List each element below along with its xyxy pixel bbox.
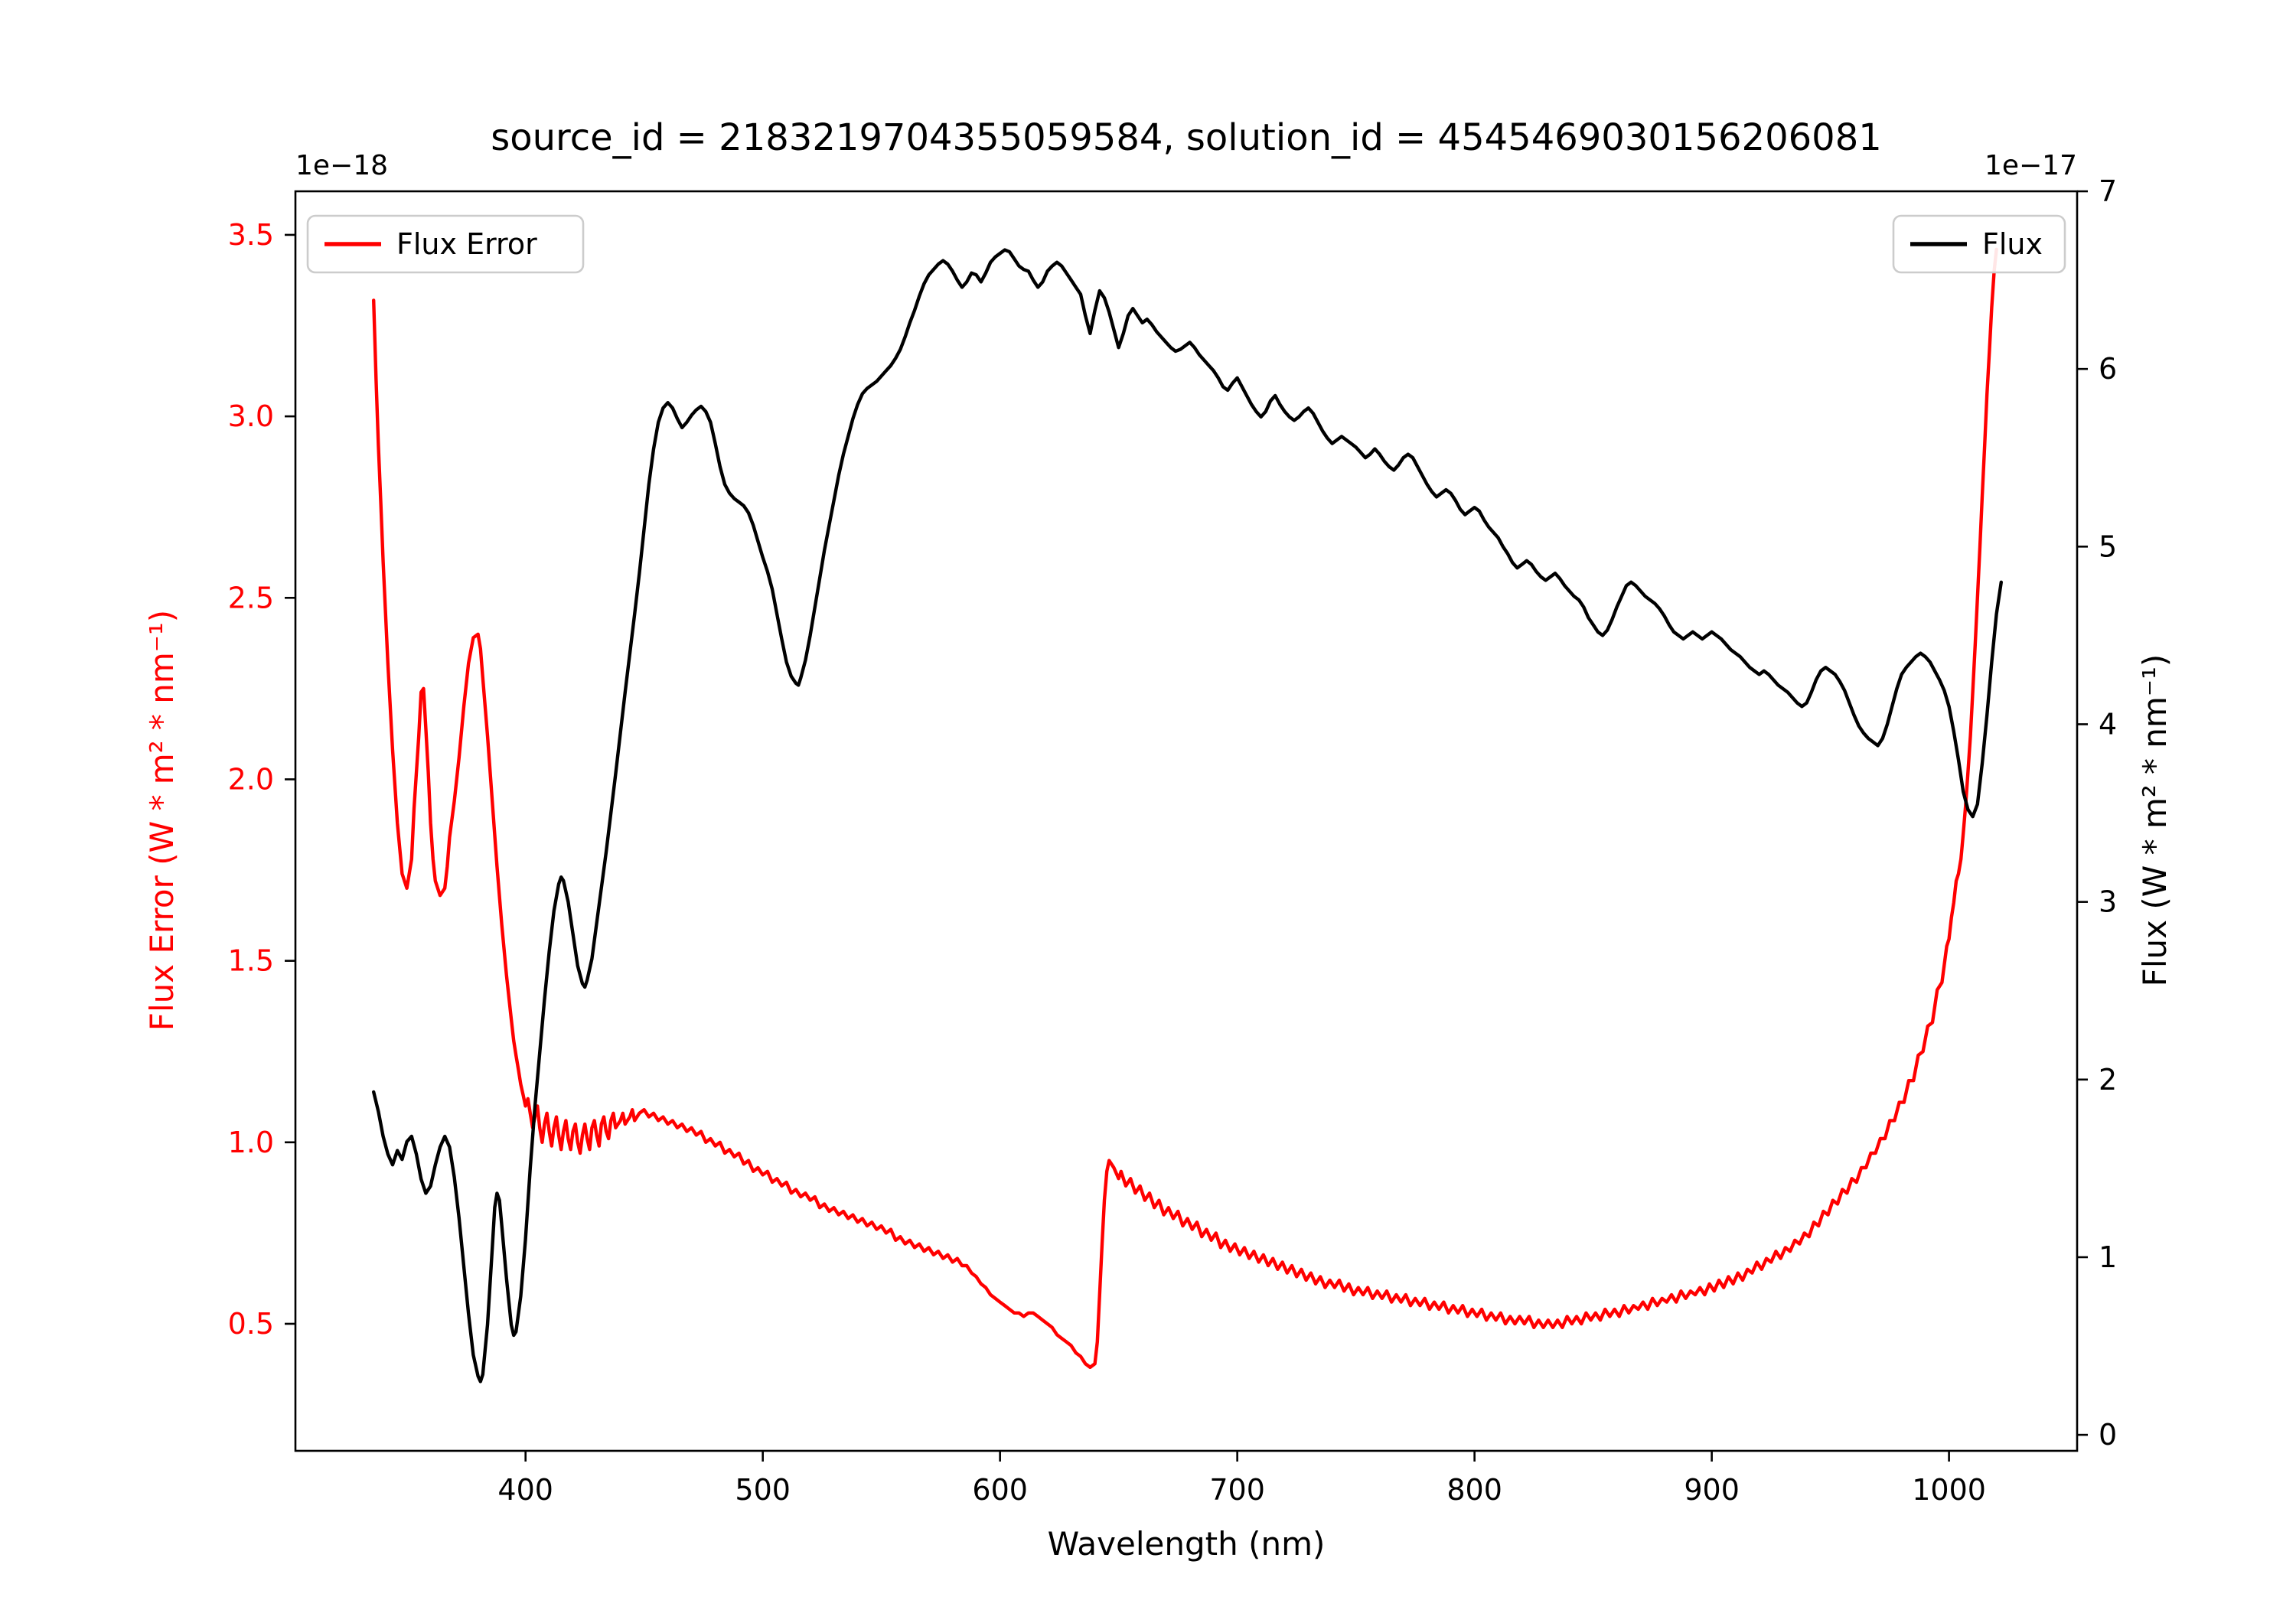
left-y-tick-label: 2.5 xyxy=(228,581,274,614)
legend-flux-error-label: Flux Error xyxy=(396,227,537,261)
right-y-tick-label: 0 xyxy=(2099,1418,2117,1452)
right-axis-offset-text: 1e−17 xyxy=(1985,150,2077,181)
left-y-tick-label: 1.0 xyxy=(228,1126,274,1159)
right-y-axis-label: Flux (W * m² * nm⁻¹) xyxy=(2136,654,2174,987)
chart-title: source_id = 2183219704355059584, solutio… xyxy=(491,116,1882,159)
right-y-tick-label: 3 xyxy=(2099,885,2117,919)
left-axis-offset-text: 1e−18 xyxy=(295,150,388,181)
x-axis-label: Wavelength (nm) xyxy=(1048,1525,1326,1563)
x-tick-label: 400 xyxy=(497,1473,553,1507)
flux-error-line xyxy=(372,247,1998,1370)
left-y-tick-label: 3.5 xyxy=(228,218,274,252)
left-y-tick-label: 2.0 xyxy=(228,762,274,796)
plot-area xyxy=(294,190,2079,1452)
x-tick-label: 600 xyxy=(972,1473,1028,1507)
right-y-tick-label: 5 xyxy=(2099,530,2117,563)
legend-flux-error-box xyxy=(306,214,585,274)
x-tick-label: 500 xyxy=(735,1473,791,1507)
right-y-tick-label: 7 xyxy=(2099,174,2117,208)
left-y-tick-label: 1.5 xyxy=(228,944,274,978)
left-y-tick-label: 3.0 xyxy=(228,399,274,433)
left-y-axis-label: Flux Error (W * m² * nm⁻¹) xyxy=(143,610,181,1031)
flux-line xyxy=(372,248,2004,1383)
x-tick-label: 700 xyxy=(1209,1473,1265,1507)
left-y-tick-label: 0.5 xyxy=(228,1307,274,1341)
x-tick-label: 800 xyxy=(1446,1473,1502,1507)
right-y-tick-label: 1 xyxy=(2099,1240,2117,1274)
legend-flux-box xyxy=(1892,214,2066,274)
legend-flux: Flux xyxy=(1892,214,2066,274)
x-tick-label: 1000 xyxy=(1912,1473,1986,1507)
legend-flux-label: Flux xyxy=(1982,227,2043,261)
right-y-tick-label: 6 xyxy=(2099,352,2117,386)
chart-dynamic-layer: 400 500 600 700 800 900 1000 0.5 1.0 1.5 2.0 2.5 3.0… xyxy=(228,174,2118,1507)
x-tick-label: 900 xyxy=(1684,1473,1740,1507)
right-y-tick-label: 2 xyxy=(2099,1063,2117,1097)
right-y-tick-label: 4 xyxy=(2099,707,2117,741)
legend-flux-error: Flux Error xyxy=(306,214,585,274)
